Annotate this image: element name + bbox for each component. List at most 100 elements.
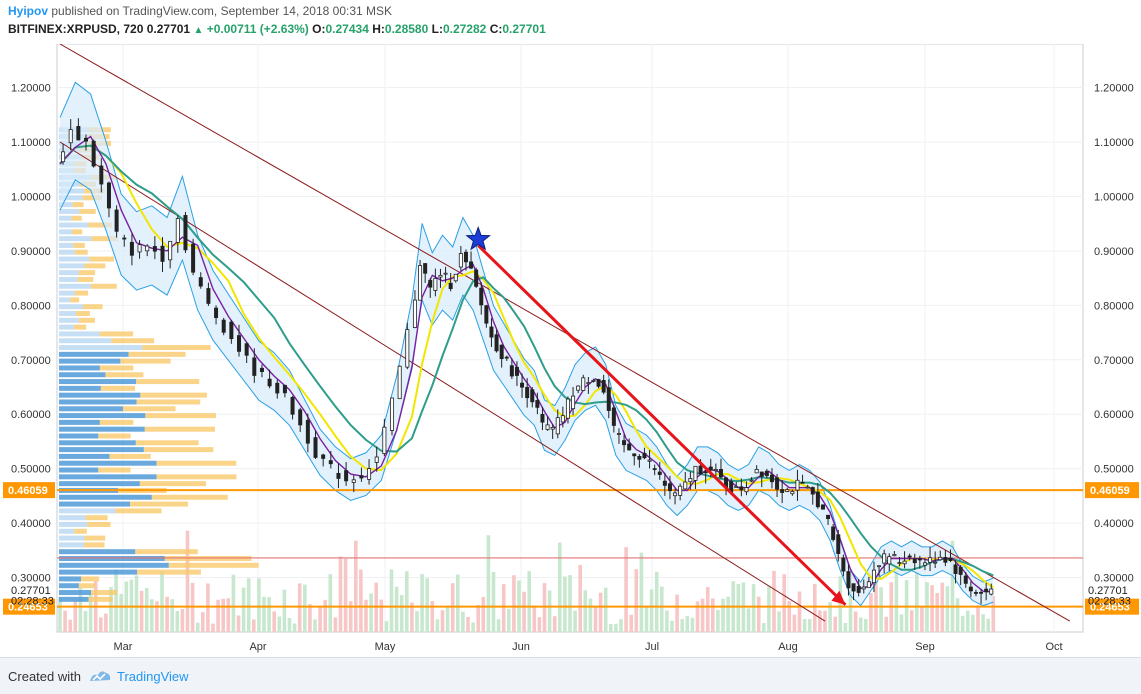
volume-profile-bar <box>105 372 144 378</box>
volume-bar <box>522 591 526 632</box>
volume-bar <box>864 618 868 632</box>
volume-bar <box>716 609 720 632</box>
volume-profile-bar <box>59 562 169 568</box>
volume-bar <box>277 616 282 632</box>
volume-profile-bar <box>73 242 85 248</box>
up-triangle-icon: ▲ <box>193 25 204 36</box>
volume-bar <box>588 598 593 632</box>
volume-bar <box>88 593 93 632</box>
volume-profile-bar <box>100 385 136 391</box>
candle-body <box>616 433 621 435</box>
volume-bar <box>695 601 700 632</box>
volume-bar <box>216 599 220 632</box>
candle-body <box>979 591 984 594</box>
chart-area[interactable]: 1.20000 1.20000 1.10000 1.10000 1.00000 1.000… <box>0 43 1141 657</box>
volume-bar <box>410 602 414 632</box>
volume-bar <box>252 619 256 632</box>
candle-body <box>606 387 611 411</box>
volume-profile-bar <box>59 188 85 194</box>
volume-profile-bar <box>59 501 130 507</box>
candle-body <box>581 377 586 391</box>
volume-profile-bar <box>59 385 101 391</box>
volume-bar <box>573 610 577 632</box>
candle-body <box>856 586 861 593</box>
footer-bar: Created with TradingView <box>0 657 1141 694</box>
volume-bar <box>292 623 297 632</box>
volume-profile-bar <box>59 406 124 412</box>
candle-body <box>313 437 318 458</box>
candle-body <box>989 588 994 595</box>
price-chart[interactable]: 1.20000 1.20000 1.10000 1.10000 1.00000 1.000… <box>0 43 1141 657</box>
volume-bar <box>430 601 435 632</box>
candle-body <box>632 453 637 457</box>
volume-profile-bar <box>88 222 113 228</box>
volume-profile-bar <box>59 276 78 282</box>
candle-body <box>129 241 134 256</box>
red-arrow-line <box>477 244 847 606</box>
candle-body <box>114 209 119 232</box>
candle-body <box>958 566 963 575</box>
volume-bar <box>394 586 399 632</box>
publisher-name[interactable]: Hyipov <box>8 4 49 18</box>
x-tick-label: Jun <box>512 641 530 653</box>
x-tick-label: Mar <box>114 641 133 653</box>
candle-body <box>785 489 790 492</box>
volume-bar <box>313 619 317 632</box>
volume-bar <box>144 588 149 632</box>
candle-body <box>601 380 606 393</box>
candle-body <box>530 389 535 403</box>
candle-body <box>160 245 165 262</box>
price-label-right: 02:28:33 <box>1088 595 1131 607</box>
volume-profile-bar <box>59 433 99 439</box>
volume-profile-bar <box>78 270 96 276</box>
candle-body <box>892 553 897 557</box>
volume-bar <box>155 601 159 632</box>
volume-bar <box>614 623 618 632</box>
volume-bar <box>853 611 858 632</box>
price-change: +0.00711 (+2.63%) <box>206 22 309 36</box>
level-badge-left <box>3 598 55 615</box>
volume-bar <box>297 583 302 632</box>
chart-header: Hyipov published on TradingView.com, Sep… <box>0 0 1141 44</box>
volume-profile-bar <box>59 365 100 371</box>
candle-body <box>237 335 242 352</box>
volume-bar <box>527 571 531 632</box>
trend-channel-line <box>59 43 1071 622</box>
candle-body <box>137 244 142 253</box>
volume-profile-bar <box>78 583 96 589</box>
candle-body <box>953 564 958 574</box>
ma-purple-line <box>59 135 994 593</box>
candle-body <box>499 344 504 360</box>
volume-bar <box>134 575 139 632</box>
volume-bar <box>955 598 960 632</box>
ma-slow-line <box>59 144 994 577</box>
candle-body <box>252 357 257 376</box>
tradingview-logo-icon[interactable] <box>88 667 112 685</box>
volume-profile-bar <box>59 515 86 521</box>
candle-body <box>145 245 150 252</box>
tradingview-brand-link[interactable]: TradingView <box>117 669 189 684</box>
volume-bar <box>558 542 562 632</box>
volume-bar <box>813 583 817 632</box>
level-badge-left-label: 0.46059 <box>8 485 48 497</box>
candle-body <box>718 468 723 478</box>
candle-body <box>423 263 428 274</box>
volume-bar <box>756 596 761 632</box>
bollinger-lower <box>59 179 994 607</box>
volume-bar <box>690 617 695 632</box>
candle-body <box>494 334 499 352</box>
volume-bar <box>971 614 975 632</box>
volume-bar <box>160 571 164 632</box>
y-tick-left: 1.10000 <box>11 137 51 149</box>
candle-body <box>627 443 632 451</box>
volume-profile-bar <box>89 256 114 262</box>
volume-profile-bar <box>90 283 117 289</box>
volume-profile-bar <box>142 345 211 351</box>
volume-profile-bar <box>137 569 201 575</box>
volume-bar <box>257 578 261 632</box>
candle-body <box>298 409 303 426</box>
close-label: C: <box>489 22 503 36</box>
volume-bar <box>598 592 603 632</box>
volume-profile-bar <box>123 406 176 412</box>
candle-body <box>611 407 616 426</box>
